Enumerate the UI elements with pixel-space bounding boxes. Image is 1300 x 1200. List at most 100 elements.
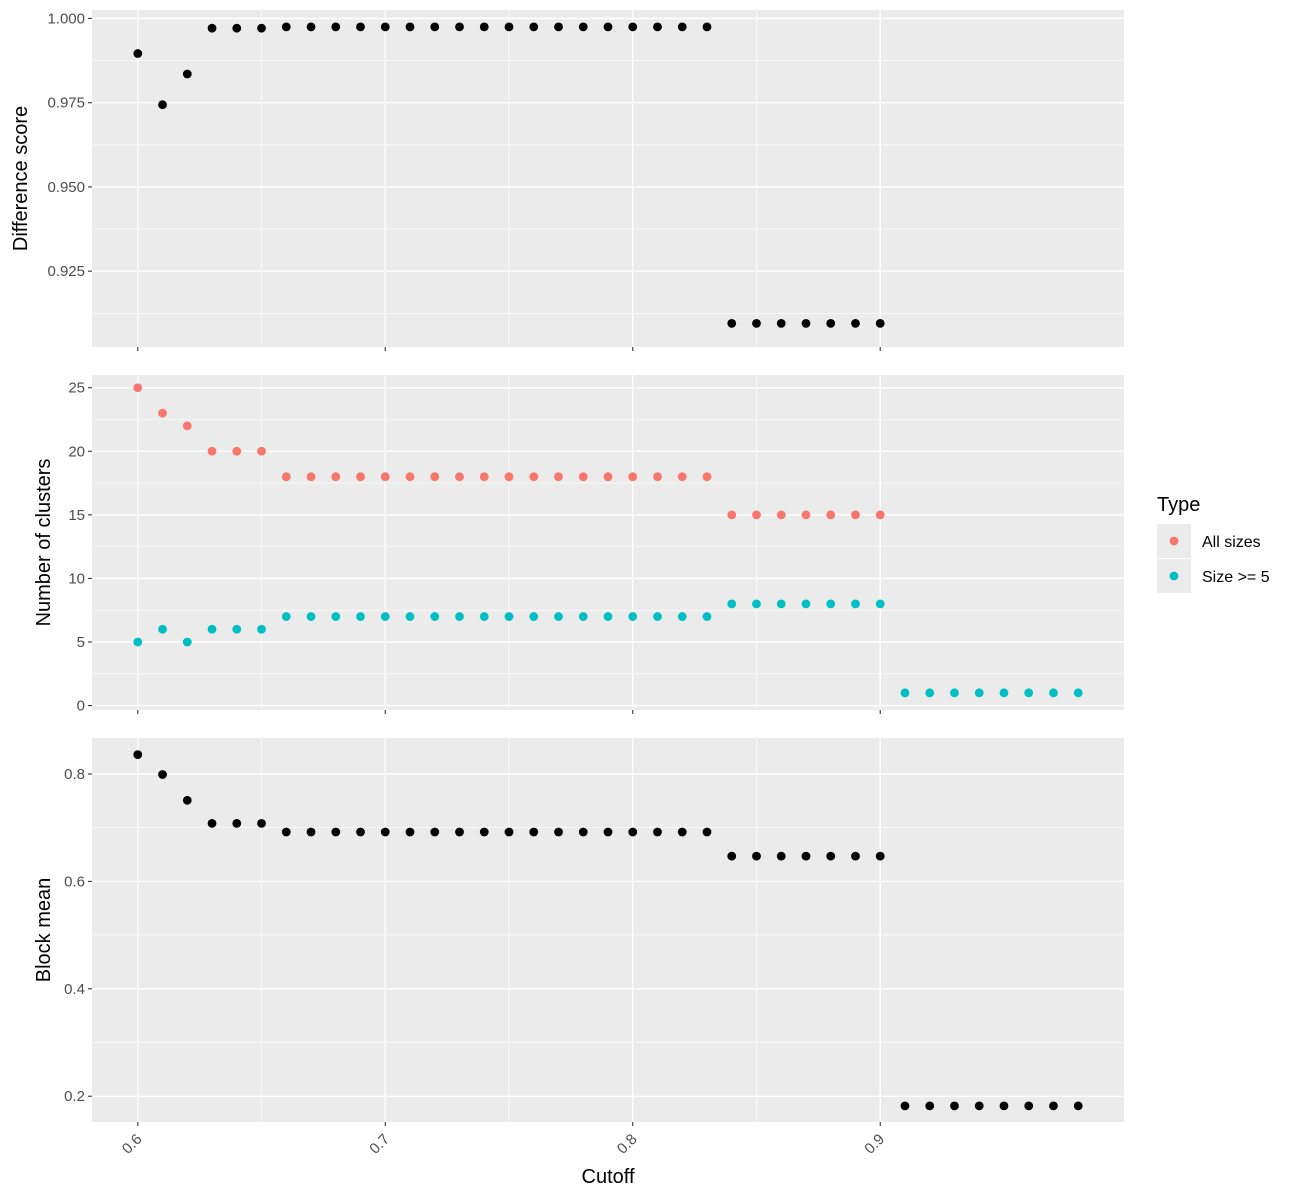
data-point-series	[504, 22, 514, 32]
data-point-series	[306, 827, 316, 837]
data-point-size-5	[950, 688, 959, 698]
data-point-size-5	[925, 688, 935, 698]
data-point-series	[653, 22, 662, 32]
data-point-series	[455, 22, 464, 32]
x-axis-title: Cutoff	[582, 1166, 635, 1188]
data-point-series	[925, 1101, 935, 1111]
data-point-all-sizes	[257, 446, 266, 456]
data-point-series	[702, 827, 712, 837]
data-point-all-sizes	[727, 510, 737, 520]
data-point-series	[356, 22, 365, 32]
data-point-size-5	[479, 612, 489, 621]
data-point-series	[529, 22, 539, 32]
data-point-all-sizes	[826, 510, 836, 520]
data-point-all-sizes	[380, 472, 390, 482]
data-point-all-sizes	[504, 472, 514, 482]
y-tick-label: 5	[77, 634, 85, 651]
legend-label-size-ge-5: Size >= 5	[1202, 569, 1270, 586]
data-point-series	[752, 319, 761, 328]
data-point-all-sizes	[479, 472, 489, 482]
data-point-series	[430, 827, 440, 837]
data-point-size-5	[281, 612, 291, 621]
data-point-size-5	[158, 624, 167, 634]
data-point-series	[950, 1101, 959, 1111]
data-point-all-sizes	[133, 383, 143, 393]
data-point-size-5	[1049, 688, 1058, 698]
data-point-all-sizes	[455, 472, 464, 482]
data-point-all-sizes	[776, 510, 786, 520]
y-axis-title: Number of clusters	[33, 459, 55, 627]
data-point-series	[331, 827, 341, 837]
y-tick-label: 0.925	[47, 263, 85, 280]
data-point-size-5	[306, 612, 316, 621]
panel-middle: 0 5 10 15 20 25 Number of clusters	[33, 375, 1124, 715]
data-point-size-5	[776, 599, 786, 609]
data-point-size-5	[801, 599, 811, 609]
data-point-all-sizes	[702, 472, 712, 482]
y-tick-label: 10	[68, 570, 85, 587]
x-tick-label: 0.6	[119, 1131, 146, 1158]
data-point-size-5	[430, 612, 440, 621]
legend-key-size-ge-5-dot	[1169, 571, 1179, 581]
panel-top: 0.925 0.950 0.975 1.000 Difference score	[10, 10, 1124, 351]
data-point-series	[1049, 1101, 1058, 1111]
y-tick-label: 0.8	[64, 766, 85, 783]
data-point-size-5	[999, 688, 1009, 698]
x-tick-label: 0.7	[366, 1131, 393, 1158]
data-point-series	[875, 319, 885, 328]
legend-key-all-sizes-dot	[1169, 536, 1179, 546]
data-point-size-5	[1024, 688, 1034, 698]
data-point-all-sizes	[875, 510, 885, 520]
data-point-size-5	[628, 612, 638, 621]
data-point-all-sizes	[801, 510, 811, 520]
data-point-series	[232, 818, 242, 828]
data-point-series	[826, 851, 836, 861]
data-point-size-5	[752, 599, 761, 609]
y-axis-title: Difference score	[10, 106, 32, 251]
data-point-series	[752, 851, 761, 861]
data-point-series	[405, 827, 415, 837]
data-point-series	[281, 22, 291, 32]
data-point-series	[430, 22, 440, 32]
data-point-size-5	[677, 612, 687, 621]
data-point-all-sizes	[628, 472, 638, 482]
data-point-series	[207, 818, 217, 828]
data-point-series	[702, 22, 712, 32]
data-point-series	[257, 23, 266, 33]
x-tick-label: 0.9	[861, 1131, 888, 1158]
data-point-size-5	[727, 599, 737, 609]
panel-background	[92, 375, 1124, 710]
data-point-series	[801, 851, 811, 861]
legend: Type All sizes Size >= 5	[1157, 494, 1270, 593]
y-tick-label: 0.2	[64, 1088, 85, 1105]
data-point-series	[554, 827, 563, 837]
data-point-series	[380, 22, 390, 32]
data-point-all-sizes	[331, 472, 341, 482]
panel-background	[92, 10, 1124, 347]
y-tick-label: 0.950	[47, 179, 85, 196]
data-point-series	[677, 827, 687, 837]
data-point-series	[578, 827, 588, 837]
y-tick-label: 1.000	[47, 10, 85, 27]
y-axis-title: Block mean	[33, 878, 55, 983]
data-point-size-5	[826, 599, 836, 609]
data-point-series	[900, 1101, 910, 1111]
data-point-size-5	[554, 612, 563, 621]
data-point-series	[603, 827, 613, 837]
data-point-series	[133, 750, 143, 760]
data-point-series	[554, 22, 563, 32]
data-point-series	[851, 851, 860, 861]
data-point-all-sizes	[603, 472, 613, 482]
data-point-size-5	[182, 637, 192, 647]
y-tick-label: 0	[77, 698, 85, 715]
data-point-series	[1024, 1101, 1034, 1111]
data-point-size-5	[603, 612, 613, 621]
data-point-series	[504, 827, 514, 837]
data-point-size-5	[331, 612, 341, 621]
data-point-size-5	[133, 637, 143, 647]
data-point-size-5	[702, 612, 712, 621]
legend-title: Type	[1157, 494, 1200, 516]
x-tick-label: 0.8	[614, 1131, 641, 1158]
y-tick-label: 20	[68, 443, 85, 460]
